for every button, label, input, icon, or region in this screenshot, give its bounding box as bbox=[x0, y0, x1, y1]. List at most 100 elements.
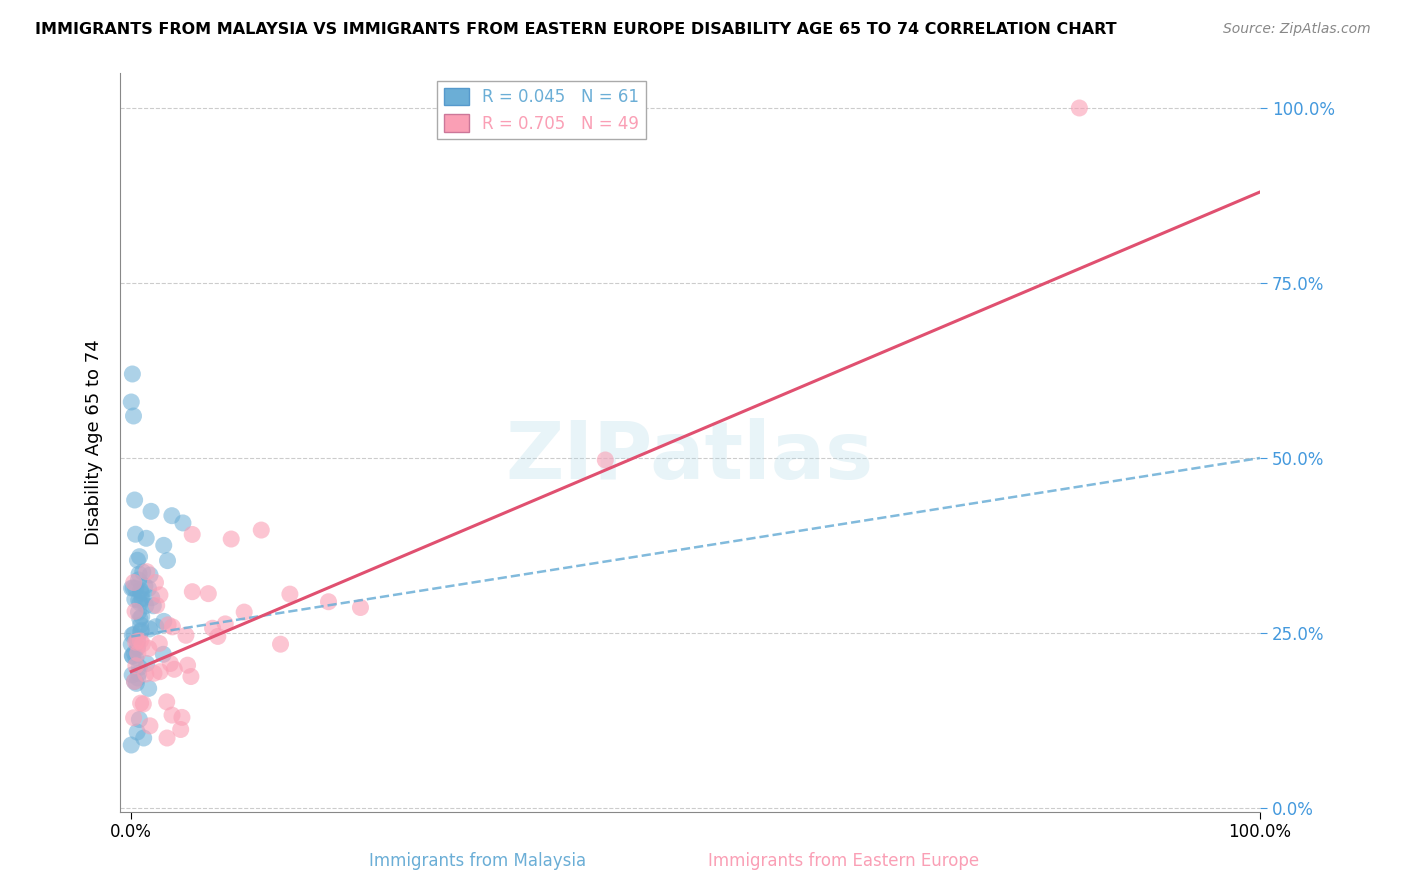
Point bbox=[138, 681, 160, 696]
Point bbox=[132, 697, 155, 711]
Point bbox=[131, 609, 153, 624]
Point bbox=[128, 549, 150, 564]
Point bbox=[129, 583, 152, 598]
Point bbox=[270, 637, 292, 651]
Point bbox=[149, 588, 172, 602]
Point bbox=[176, 658, 198, 673]
Point bbox=[124, 674, 146, 689]
Point bbox=[135, 667, 157, 681]
Point bbox=[127, 671, 149, 685]
Point bbox=[120, 738, 142, 752]
Point bbox=[121, 668, 143, 682]
Point bbox=[132, 565, 155, 579]
Point bbox=[131, 592, 153, 607]
Point bbox=[180, 669, 202, 683]
Point bbox=[143, 666, 166, 681]
Point bbox=[139, 504, 162, 518]
Point bbox=[156, 731, 179, 745]
Point bbox=[124, 527, 146, 541]
Point bbox=[595, 453, 617, 467]
Point bbox=[129, 696, 152, 710]
Point bbox=[121, 367, 143, 381]
Point bbox=[349, 600, 371, 615]
Point bbox=[318, 595, 340, 609]
Point bbox=[124, 604, 146, 618]
Point bbox=[121, 649, 143, 664]
Point bbox=[138, 641, 160, 656]
Point bbox=[124, 635, 146, 649]
Point bbox=[214, 616, 236, 631]
Point bbox=[122, 711, 145, 725]
Point bbox=[170, 710, 193, 724]
Point bbox=[128, 567, 150, 582]
Point bbox=[138, 622, 160, 636]
Point bbox=[128, 593, 150, 607]
Point bbox=[135, 599, 157, 613]
Point bbox=[233, 605, 256, 619]
Point bbox=[129, 618, 152, 632]
Point bbox=[134, 579, 156, 593]
Point bbox=[121, 581, 143, 595]
Point bbox=[181, 527, 204, 541]
Point bbox=[250, 523, 273, 537]
Point bbox=[201, 621, 224, 635]
Point bbox=[152, 648, 174, 662]
Point bbox=[132, 731, 155, 745]
Point bbox=[124, 646, 146, 660]
Point bbox=[122, 575, 145, 590]
Point bbox=[142, 599, 165, 613]
Point bbox=[125, 676, 148, 690]
Point bbox=[135, 657, 157, 671]
Point bbox=[127, 640, 149, 655]
Point bbox=[219, 532, 242, 546]
Point bbox=[1069, 101, 1091, 115]
Point bbox=[127, 725, 149, 739]
Point bbox=[156, 553, 179, 567]
Point bbox=[122, 627, 145, 641]
Point bbox=[124, 582, 146, 596]
Point bbox=[127, 646, 149, 660]
Point bbox=[156, 695, 179, 709]
Point bbox=[163, 662, 186, 676]
Point bbox=[172, 516, 194, 530]
Text: Immigrants from Malaysia: Immigrants from Malaysia bbox=[370, 852, 586, 870]
Point bbox=[145, 575, 167, 590]
Point bbox=[124, 674, 146, 689]
Point bbox=[141, 591, 163, 605]
Point bbox=[120, 637, 142, 651]
Point bbox=[125, 650, 148, 665]
Point bbox=[135, 531, 157, 545]
Point bbox=[128, 660, 150, 674]
Point bbox=[153, 615, 176, 629]
Point bbox=[129, 624, 152, 638]
Point bbox=[128, 666, 150, 681]
Point bbox=[122, 581, 145, 595]
Point bbox=[122, 409, 145, 423]
Point bbox=[139, 719, 162, 733]
Point bbox=[127, 573, 149, 587]
Y-axis label: Disability Age 65 to 74: Disability Age 65 to 74 bbox=[86, 339, 103, 545]
Point bbox=[128, 713, 150, 727]
Point bbox=[162, 620, 184, 634]
Point bbox=[128, 605, 150, 619]
Text: IMMIGRANTS FROM MALAYSIA VS IMMIGRANTS FROM EASTERN EUROPE DISABILITY AGE 65 TO : IMMIGRANTS FROM MALAYSIA VS IMMIGRANTS F… bbox=[35, 22, 1116, 37]
Point bbox=[181, 584, 204, 599]
Text: ZIPatlas: ZIPatlas bbox=[506, 418, 875, 496]
Point bbox=[149, 665, 172, 679]
Point bbox=[124, 592, 146, 607]
Point bbox=[278, 587, 301, 601]
Point bbox=[120, 395, 142, 409]
Point bbox=[121, 628, 143, 642]
Point bbox=[148, 636, 170, 650]
Point bbox=[127, 634, 149, 648]
Point bbox=[138, 582, 160, 596]
Point bbox=[145, 620, 167, 634]
Point bbox=[124, 493, 146, 508]
Point bbox=[128, 612, 150, 626]
Point bbox=[131, 637, 153, 651]
Legend: R = 0.045   N = 61, R = 0.705   N = 49: R = 0.045 N = 61, R = 0.705 N = 49 bbox=[437, 81, 647, 139]
Point bbox=[152, 538, 174, 552]
Point bbox=[157, 617, 180, 632]
Point bbox=[197, 587, 219, 601]
Point bbox=[129, 634, 152, 648]
